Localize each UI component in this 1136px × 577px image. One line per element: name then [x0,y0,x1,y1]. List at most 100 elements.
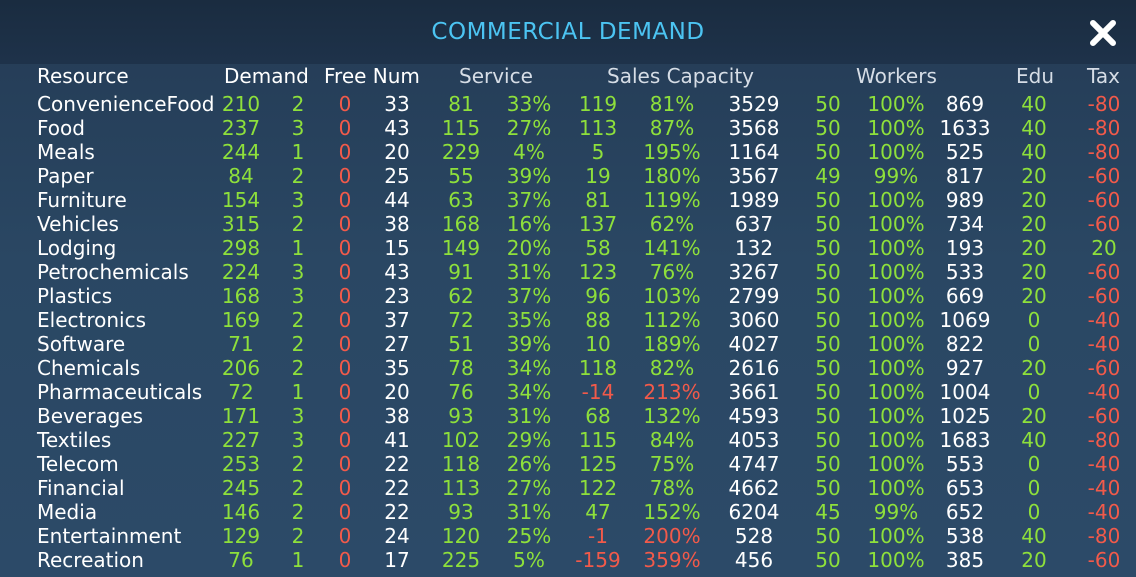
cell-num: 41 [384,428,410,452]
cell-free-num: 0 [338,380,352,404]
cell-sales-capacity-total: 4747 [728,452,780,476]
cell-service-pct: 31% [506,260,552,284]
cell-num: 37 [384,308,410,332]
header-free-num: Free Num [324,64,420,88]
cell-sales-capacity-total: 3267 [728,260,780,284]
cell-service: 76 [448,380,474,404]
cell-sales-capacity-total: 3568 [728,116,780,140]
cell-sales-capacity-total: 456 [734,548,774,572]
cell-free-num: 0 [338,116,352,140]
cell-num: 23 [384,284,410,308]
cell-resource: Financial [37,476,125,500]
cell-sales-capacity-pct: 82% [649,356,695,380]
cell-resource: Recreation [37,548,144,572]
cell-sales-capacity-total: 3529 [728,92,780,116]
cell-service: 102 [441,428,481,452]
cell-tax: -60 [1087,356,1121,380]
cell-sales-capacity-total: 2616 [728,356,780,380]
cell-demand-level: 2 [291,332,305,356]
cell-workers: 50 [815,428,841,452]
cell-service-pct: 39% [506,164,552,188]
cell-workers-pct: 100% [867,380,925,404]
close-icon[interactable] [1086,16,1120,50]
cell-service-pct: 33% [506,92,552,116]
cell-sales-capacity-total: 6204 [728,500,780,524]
cell-workers-total: 525 [945,140,985,164]
cell-tax: -60 [1087,164,1121,188]
cell-tax: -60 [1087,284,1121,308]
cell-service-pct: 4% [513,140,545,164]
cell-num: 17 [384,548,410,572]
cell-workers-pct: 100% [867,548,925,572]
cell-num: 44 [384,188,410,212]
cell-workers-pct: 100% [867,428,925,452]
cell-edu: 40 [1021,524,1047,548]
cell-demand-level: 3 [291,260,305,284]
cell-tax: 20 [1091,236,1117,260]
cell-edu: 20 [1021,212,1047,236]
cell-sales-capacity-pct: 103% [643,284,701,308]
cell-edu: 20 [1021,188,1047,212]
cell-demand-level: 1 [291,140,305,164]
cell-tax: -60 [1087,188,1121,212]
cell-service: 93 [448,500,474,524]
cell-workers-pct: 100% [867,188,925,212]
cell-service: 229 [441,140,481,164]
cell-workers-total: 1633 [939,116,991,140]
cell-sales-capacity-pct: 180% [643,164,701,188]
cell-resource: Vehicles [37,212,119,236]
cell-workers-pct: 100% [867,140,925,164]
cell-sales-capacity-total: 3661 [728,380,780,404]
cell-service: 225 [441,548,481,572]
cell-edu: 0 [1027,452,1041,476]
cell-service: 115 [441,116,481,140]
cell-resource: Food [37,116,85,140]
cell-free-num: 0 [338,188,352,212]
cell-sales-capacity-total: 3567 [728,164,780,188]
cell-workers-total: 553 [945,452,985,476]
cell-workers-total: 1004 [939,380,991,404]
cell-tax: -40 [1087,500,1121,524]
cell-workers-pct: 100% [867,92,925,116]
cell-workers: 50 [815,260,841,284]
cell-workers: 50 [815,452,841,476]
cell-workers-total: 669 [945,284,985,308]
cell-demand-level: 2 [291,524,305,548]
cell-sales-capacity: 119 [578,92,618,116]
cell-resource: Chemicals [37,356,141,380]
cell-service: 51 [448,332,474,356]
header-workers: Workers [856,64,937,88]
cell-workers: 50 [815,404,841,428]
cell-resource: Electronics [37,308,147,332]
cell-workers-total: 869 [945,92,985,116]
title-bar: COMMERCIAL DEMAND [0,0,1136,64]
cell-service-pct: 31% [506,500,552,524]
cell-free-num: 0 [338,260,352,284]
cell-free-num: 0 [338,140,352,164]
cell-workers: 50 [815,308,841,332]
cell-workers-total: 989 [945,188,985,212]
cell-sales-capacity: 10 [585,332,611,356]
cell-demand: 76 [228,548,254,572]
cell-resource: ConvenienceFood [37,92,215,116]
cell-resource: Lodging [37,236,117,260]
cell-demand-level: 3 [291,404,305,428]
cell-workers-pct: 100% [867,404,925,428]
cell-workers: 50 [815,116,841,140]
cell-resource: Textiles [37,428,112,452]
cell-free-num: 0 [338,356,352,380]
cell-sales-capacity: 118 [578,356,618,380]
cell-service: 91 [448,260,474,284]
cell-workers-total: 817 [945,164,985,188]
cell-sales-capacity: -1 [588,524,608,548]
cell-service-pct: 20% [506,236,552,260]
cell-edu: 40 [1021,428,1047,452]
cell-sales-capacity-pct: 87% [649,116,695,140]
cell-sales-capacity-pct: 359% [643,548,701,572]
cell-demand: 168 [221,284,261,308]
cell-service-pct: 34% [506,380,552,404]
cell-free-num: 0 [338,164,352,188]
cell-tax: -80 [1087,92,1121,116]
cell-demand-level: 1 [291,380,305,404]
cell-demand: 237 [221,116,261,140]
